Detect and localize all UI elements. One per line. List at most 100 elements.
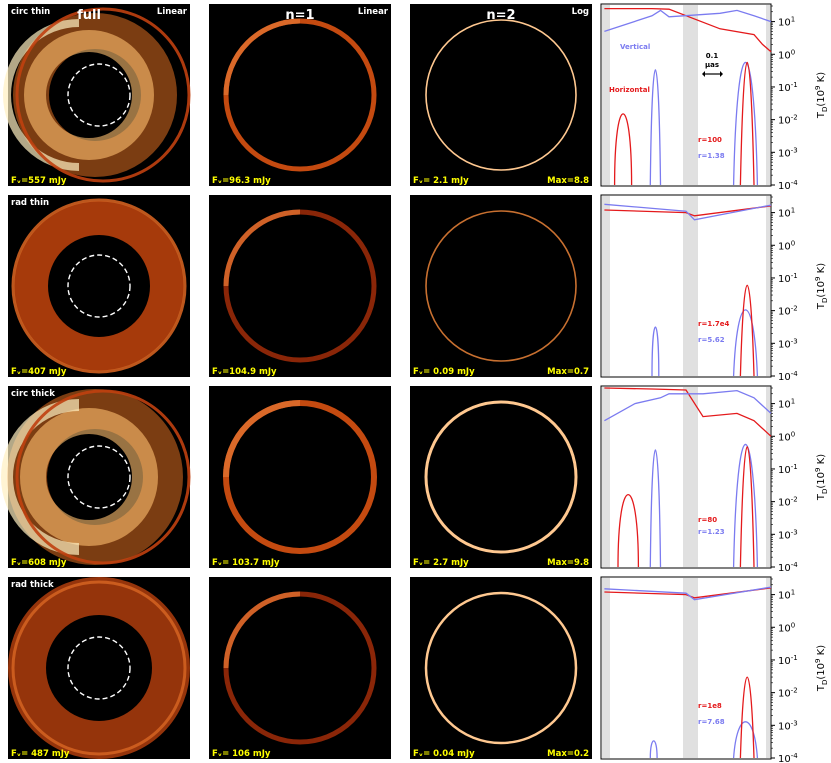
panel-background [410, 386, 592, 568]
peak-curve [649, 449, 662, 568]
y-tick-label: 10-2 [778, 687, 798, 700]
y-axis-label: TD(109 K) [814, 454, 829, 501]
y-axis-label: TD(109 K) [814, 72, 829, 119]
scale-label-linear: Linear [358, 7, 389, 17]
image-panel: Fᵥ= 106 mJy [209, 577, 391, 759]
shade-right [766, 578, 770, 758]
profile-plot: 101 100 10-1 10-2 10-3 10-4 TD(109 K) r=100 r=1.… [600, 3, 829, 192]
legend-horizontal: Horizontal [609, 86, 650, 94]
peak-curve [732, 62, 759, 186]
peak-curve [651, 326, 660, 377]
scale-bar-arrow-right [720, 71, 723, 77]
emission-disk [14, 201, 184, 371]
n1-ring-bright [223, 400, 301, 478]
image-panel: Fᵥ=96.3 mJy [209, 4, 391, 186]
flux-label: Fᵥ= 0.04 mJy [413, 749, 475, 759]
n2-ring [424, 400, 578, 554]
image-panel: Fᵥ=608 mJy [1, 386, 191, 568]
image-panel: Fᵥ= 2.7 mJy [410, 386, 592, 568]
row-label: circ thin [11, 7, 50, 17]
shade-left [602, 578, 610, 758]
y-tick-label: 10-2 [778, 114, 798, 127]
row-label: rad thick [11, 580, 54, 590]
y-tick-label: 101 [778, 16, 795, 29]
y-tick-label: 100 [778, 430, 795, 443]
scale-label-log: Log [572, 7, 589, 17]
y-tick-label: 100 [778, 239, 795, 252]
image-panel: Fᵥ= 2.1 mJy [410, 4, 592, 186]
y-tick-label: 10-1 [778, 81, 798, 94]
n1-ring-bright [223, 209, 301, 287]
critical-curve [67, 636, 131, 700]
y-tick-label: 101 [778, 398, 795, 411]
shade-right [766, 5, 770, 185]
shadow [75, 457, 115, 497]
y-tick-label: 10-2 [778, 496, 798, 509]
r-label-blue: r=1.23 [698, 528, 725, 536]
peak-curve [739, 446, 755, 568]
critical-curve [67, 63, 131, 127]
series-line-vertical [604, 9, 772, 33]
legend-vertical: Vertical [620, 43, 650, 51]
y-tick-label: 10-4 [778, 179, 798, 192]
flux-label: Fᵥ=557 mJy [11, 176, 67, 186]
y-tick-label: 101 [778, 207, 795, 220]
shade-left [602, 196, 610, 376]
row-4: Fᵥ= 487 mJy Fᵥ= 106 mJy Fᵥ= 0.04 mJy rad th… [8, 576, 829, 763]
peak-curve [739, 676, 755, 759]
column-title-full: full [77, 8, 101, 23]
panel-background [410, 4, 592, 186]
row-1: Fᵥ=557 mJy Fᵥ=96.3 mJy Fᵥ= 2.1 mJy circ thi… [3, 3, 829, 192]
emission-inner [24, 30, 154, 160]
y-tick-label: 10-4 [778, 370, 798, 383]
profile-plot: 101 100 10-1 10-2 10-3 10-4 TD(109 K) r=80 r=1.2… [600, 385, 829, 574]
peak-curve [732, 309, 759, 377]
photon-ring [15, 389, 191, 565]
shade-right [766, 387, 770, 567]
flux-label: Fᵥ=96.3 mJy [212, 176, 271, 186]
n2-ring [425, 210, 577, 362]
scale-bar-arrow-left [702, 71, 705, 77]
y-tick-label: 10-3 [778, 528, 798, 541]
y-tick-label: 10-4 [778, 752, 798, 763]
shade-mid [683, 5, 698, 185]
image-panel: Fᵥ= 103.7 mJy [209, 386, 391, 568]
scale-bar-label: 0.1 [706, 52, 719, 60]
panel-background [209, 195, 391, 377]
critical-curve [67, 254, 131, 318]
y-tick-label: 100 [778, 621, 795, 634]
panel-background [209, 4, 391, 186]
y-axis-label: TD(109 K) [814, 263, 829, 310]
peak-curve [649, 69, 662, 186]
row-2: Fᵥ=407 mJy Fᵥ=104.9 mJy Fᵥ= 0.09 mJy rad th… [8, 194, 829, 383]
flux-label: Fᵥ= 2.1 mJy [413, 176, 469, 186]
flux-label: Fᵥ= 0.09 mJy [413, 367, 475, 377]
profile-plot: 101 100 10-1 10-2 10-3 10-4 TD(109 K) r=1e8 r=7.… [600, 576, 829, 763]
shade-mid [683, 387, 698, 567]
max-label: Max=0.2 [547, 749, 589, 759]
y-axis-label: TD(109 K) [814, 645, 829, 692]
shade-right [766, 196, 770, 376]
n2-ring [425, 19, 577, 171]
image-panel: Fᵥ= 0.04 mJy [410, 577, 592, 759]
peak-curve [732, 444, 759, 568]
series-line-horizontal [604, 387, 772, 437]
series-line-vertical [604, 203, 772, 221]
series-line-horizontal [604, 205, 772, 217]
n1-ring-bright [223, 591, 301, 669]
peak-curve [649, 740, 658, 759]
image-panel: Fᵥ=104.9 mJy [209, 195, 391, 377]
critical-curve [67, 445, 131, 509]
shadow [59, 628, 139, 708]
panel-background [209, 577, 391, 759]
peak-curve [739, 62, 755, 186]
peak-curve [613, 113, 633, 186]
y-tick-label: 10-1 [778, 654, 798, 667]
y-tick-label: 10-1 [778, 272, 798, 285]
r-label-red: r=1e8 [698, 702, 722, 710]
row-label: circ thick [11, 389, 55, 399]
flux-label: Fᵥ=608 mJy [11, 558, 67, 568]
row-label: rad thin [11, 198, 49, 208]
shadow [65, 65, 125, 125]
series-line-vertical [604, 586, 772, 601]
